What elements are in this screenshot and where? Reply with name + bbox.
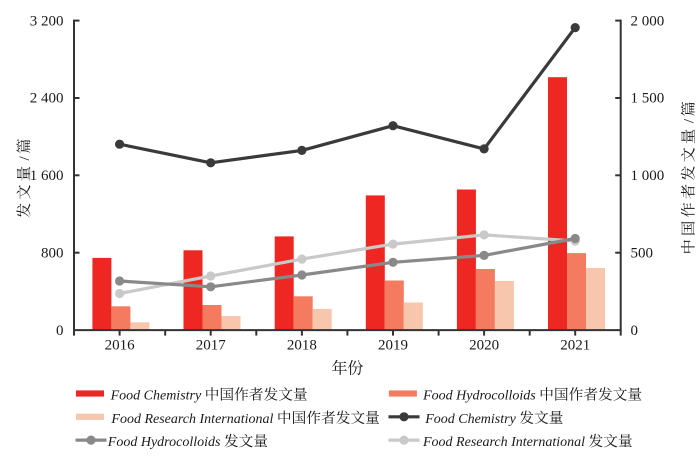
svg-text:Food Research International: Food Research International (110, 412, 273, 427)
svg-text:1 500: 1 500 (631, 91, 665, 107)
svg-text:0: 0 (631, 323, 639, 339)
svg-text:2016: 2016 (105, 338, 136, 354)
svg-text:1 600: 1 600 (30, 168, 64, 184)
svg-text:Food Hydrocolloids: Food Hydrocolloids (422, 389, 536, 404)
svg-text:2021: 2021 (560, 338, 590, 354)
svg-text:500: 500 (631, 245, 654, 261)
svg-text:Food Chemistry: Food Chemistry (110, 389, 202, 404)
svg-text:2020: 2020 (469, 338, 499, 354)
svg-text:0: 0 (56, 323, 64, 339)
svg-text:/: / (681, 118, 698, 123)
svg-text:2019: 2019 (378, 338, 408, 354)
svg-text:3 200: 3 200 (30, 13, 64, 29)
svg-text:Food Research International: Food Research International (422, 435, 585, 450)
svg-text:800: 800 (41, 245, 64, 261)
svg-text:Food Chemistry: Food Chemistry (424, 412, 516, 427)
svg-text:/: / (16, 155, 33, 160)
svg-text:2 000: 2 000 (631, 13, 665, 29)
svg-text:2017: 2017 (196, 338, 227, 354)
svg-text:2018: 2018 (287, 338, 317, 354)
svg-text:2 400: 2 400 (30, 91, 64, 107)
svg-text:1 000: 1 000 (631, 168, 665, 184)
svg-text:Food Hydrocolloids: Food Hydrocolloids (107, 435, 221, 450)
